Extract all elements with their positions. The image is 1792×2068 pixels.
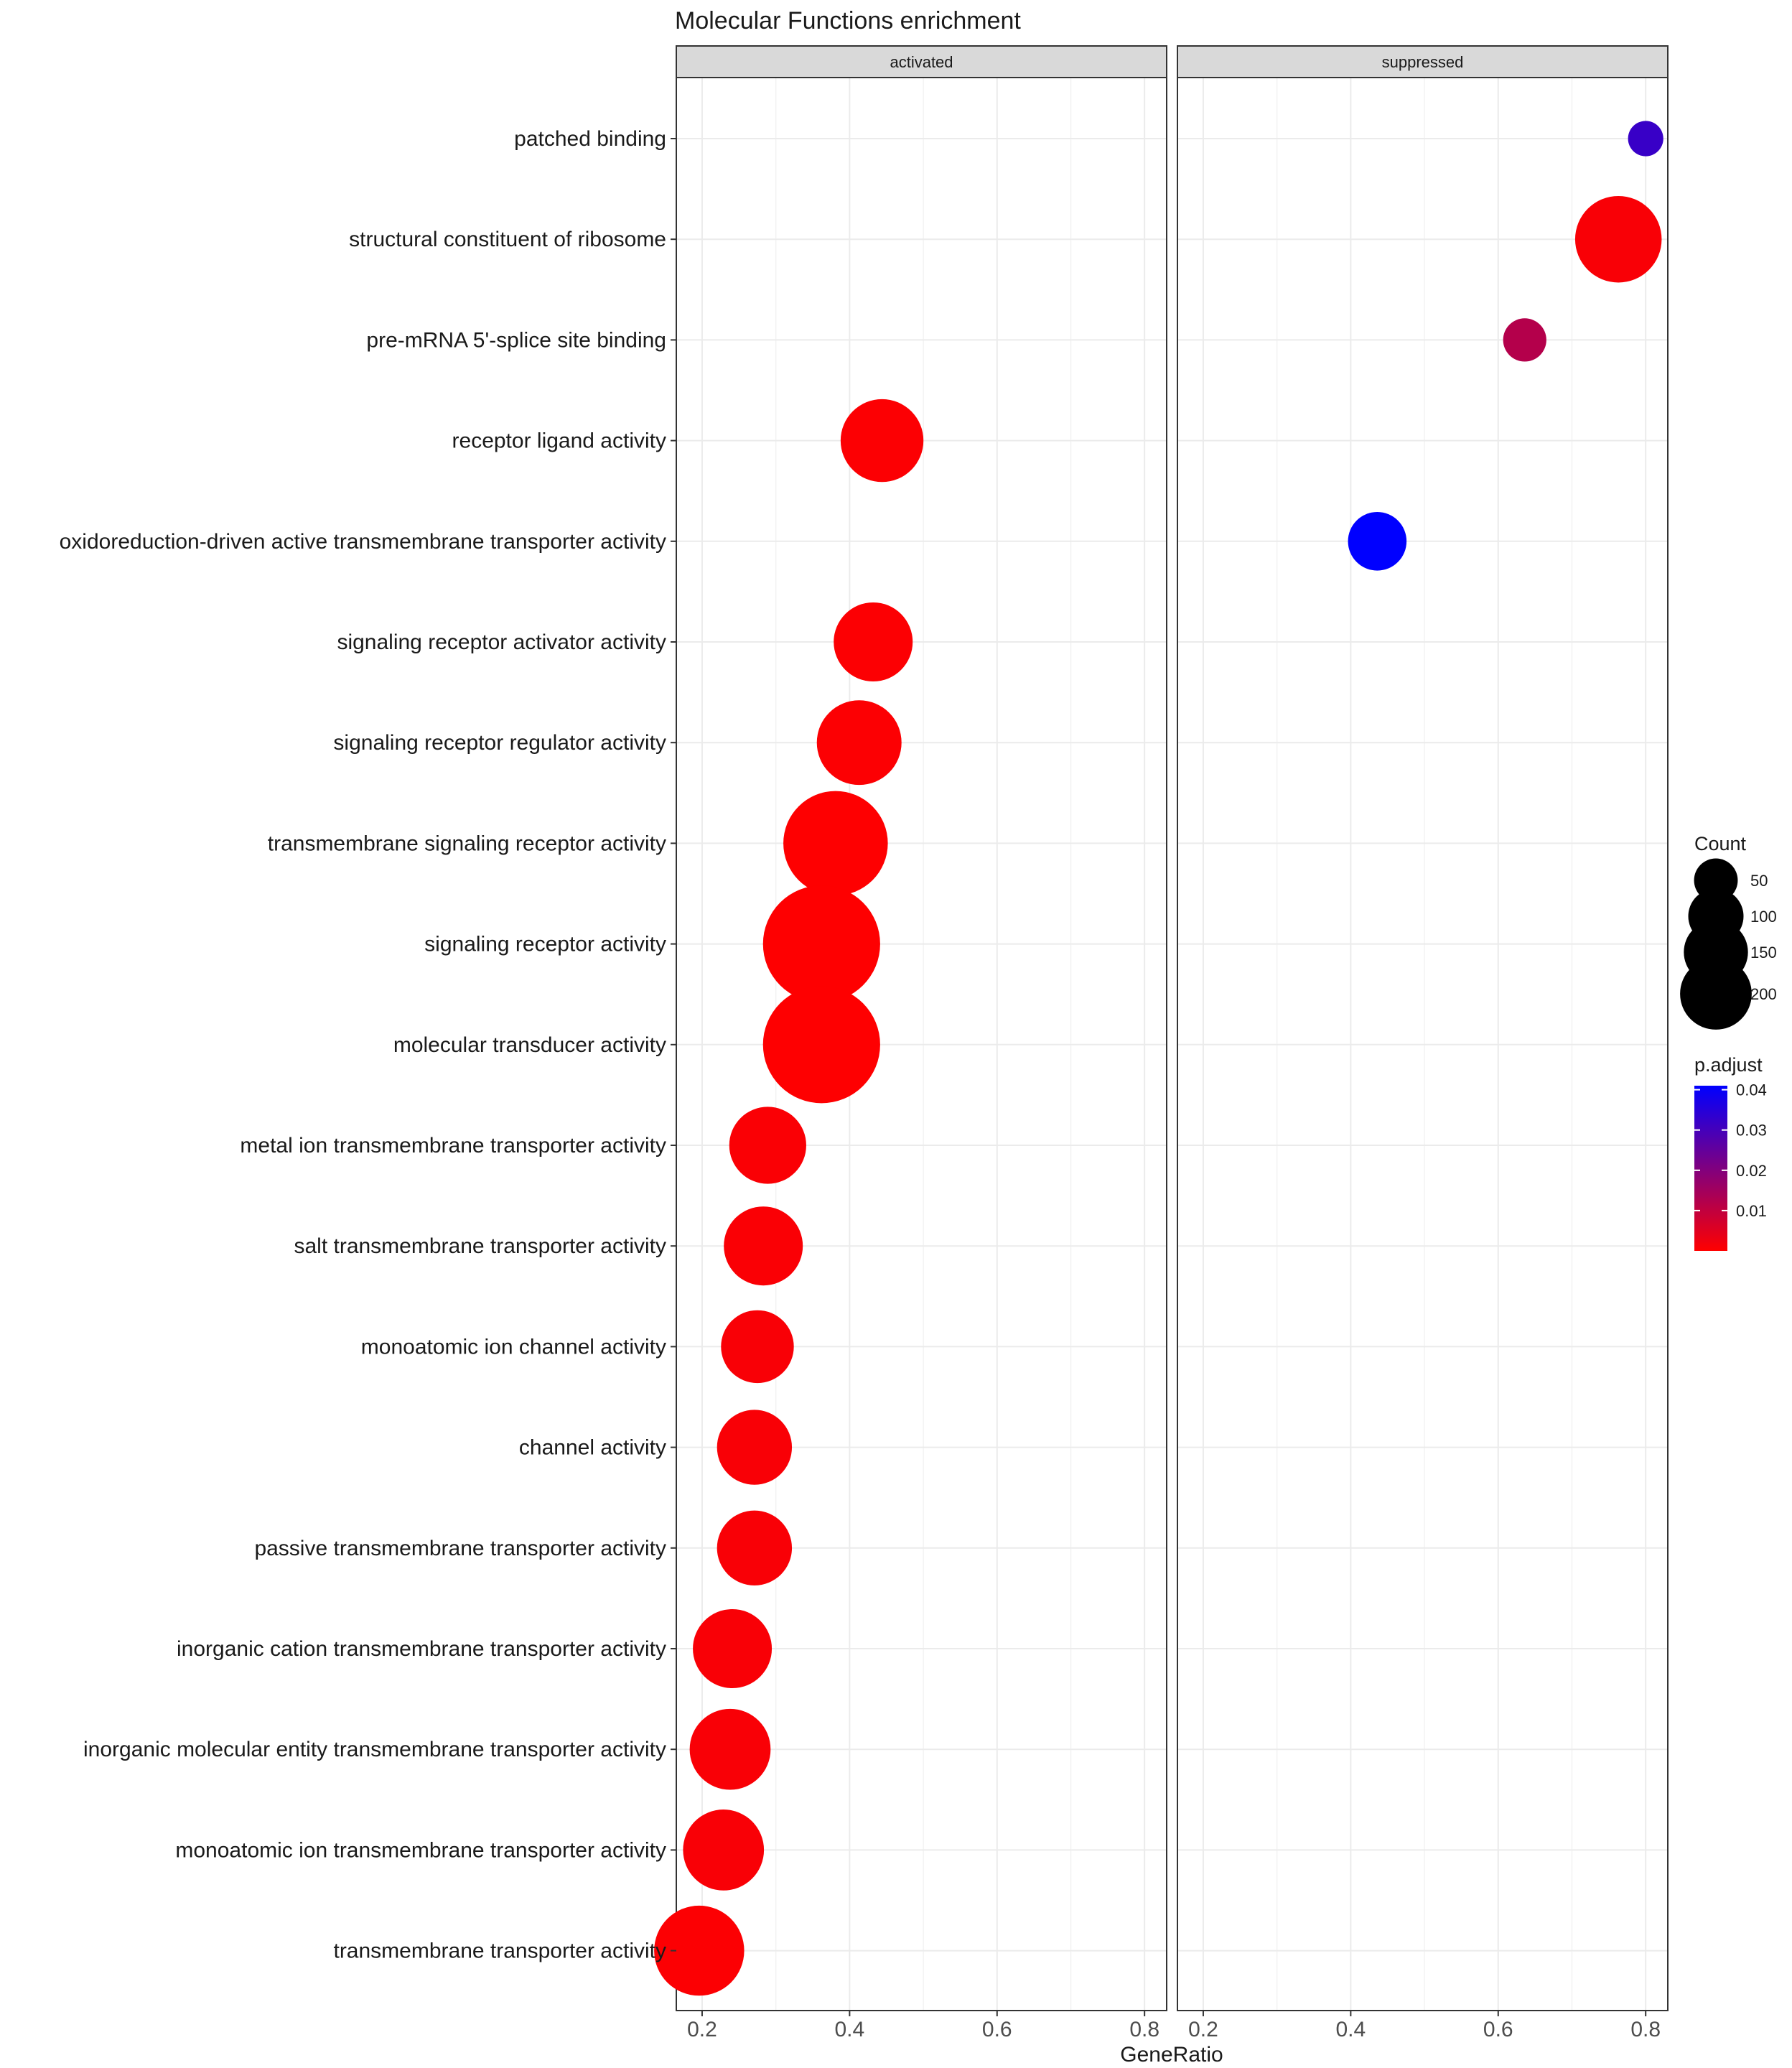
data-point xyxy=(721,1310,794,1384)
data-point xyxy=(689,1708,771,1790)
y-tick-label: molecular transducer activity xyxy=(393,1033,666,1057)
data-point xyxy=(762,885,880,1003)
legend-color-label: 0.04 xyxy=(1736,1081,1767,1099)
y-tick-label: transmembrane transporter activity xyxy=(333,1939,666,1963)
legend-color-label: 0.01 xyxy=(1736,1202,1767,1220)
y-tick-label: monoatomic ion transmembrane transporter… xyxy=(175,1838,666,1862)
y-tick-label: receptor ligand activity xyxy=(452,429,666,453)
data-point xyxy=(654,1905,745,1996)
x-tick-label: 0.6 xyxy=(982,2018,1012,2041)
facet-panel-activated: activated 0.2 0.4 0.6 0.8 xyxy=(676,45,1167,2041)
panel-border xyxy=(1177,77,1669,2011)
x-tick-label: 0.8 xyxy=(1630,2018,1661,2041)
y-tick-label: signaling receptor regulator activity xyxy=(333,731,666,755)
data-point xyxy=(1503,318,1546,362)
data-point xyxy=(729,1107,806,1184)
y-tick-label: monoatomic ion channel activity xyxy=(361,1335,666,1359)
y-tick-label: patched binding xyxy=(514,127,666,151)
facet-strip-label: suppressed xyxy=(1382,53,1464,71)
legend-size-label: 100 xyxy=(1750,908,1777,926)
data-point xyxy=(1628,121,1663,157)
y-tick-label: inorganic cation transmembrane transport… xyxy=(177,1637,666,1661)
data-point xyxy=(840,399,924,483)
legend-size-label: 200 xyxy=(1750,985,1777,1003)
legend-size-label: 150 xyxy=(1750,944,1777,961)
legend-color-label: 0.02 xyxy=(1736,1162,1767,1180)
data-point xyxy=(816,700,902,786)
legend-color-label: 0.03 xyxy=(1736,1122,1767,1140)
y-tick-label: structural constituent of ribosome xyxy=(349,228,666,251)
data-point xyxy=(724,1206,803,1286)
legend-size-key xyxy=(1680,958,1752,1030)
y-tick-label: inorganic molecular entity transmembrane… xyxy=(83,1738,666,1761)
y-tick-label: passive transmembrane transporter activi… xyxy=(254,1537,666,1560)
chart-title: Molecular Functions enrichment xyxy=(675,7,1021,34)
legend-size-title: Count xyxy=(1694,833,1747,854)
y-tick-label: salt transmembrane transporter activity xyxy=(294,1234,666,1258)
legend-size-label: 50 xyxy=(1750,872,1768,890)
y-tick-label: oxidoreduction-driven active transmembra… xyxy=(60,530,666,554)
x-tick-label: 0.8 xyxy=(1129,2018,1159,2041)
facet-strip xyxy=(676,45,1167,78)
data-point xyxy=(762,986,880,1104)
y-tick-label: signaling receptor activator activity xyxy=(337,630,666,654)
facet-strip-label: activated xyxy=(890,53,953,71)
legend-color-title: p.adjust xyxy=(1694,1054,1763,1076)
y-tick-label: channel activity xyxy=(519,1436,666,1460)
data-point xyxy=(693,1609,773,1688)
x-tick-label: 0.4 xyxy=(1336,2018,1366,2041)
data-point xyxy=(683,1810,765,1891)
legend-colorbar xyxy=(1694,1086,1727,1251)
y-tick-label: pre-mRNA 5'-splice site binding xyxy=(366,328,666,352)
facet-strip xyxy=(1177,45,1669,78)
x-tick-label: 0.6 xyxy=(1483,2018,1513,2041)
data-point xyxy=(1574,195,1662,283)
y-tick-label: metal ion transmembrane transporter acti… xyxy=(240,1134,666,1158)
data-point xyxy=(783,791,888,896)
data-point xyxy=(717,1510,793,1585)
data-point xyxy=(717,1410,793,1485)
x-tick-label: 0.4 xyxy=(835,2018,865,2041)
x-tick-label: 0.2 xyxy=(687,2018,717,2041)
data-point xyxy=(1348,512,1407,571)
y-tick-label: signaling receptor activity xyxy=(424,933,666,956)
data-point xyxy=(834,602,913,681)
y-tick-label: transmembrane signaling receptor activit… xyxy=(268,832,666,855)
x-tick-label: 0.2 xyxy=(1188,2018,1218,2041)
x-axis-title: GeneRatio xyxy=(1120,2043,1223,2067)
facet-panel-suppressed: suppressed 0.2 0.4 0.6 0.8 xyxy=(1177,45,1669,2041)
